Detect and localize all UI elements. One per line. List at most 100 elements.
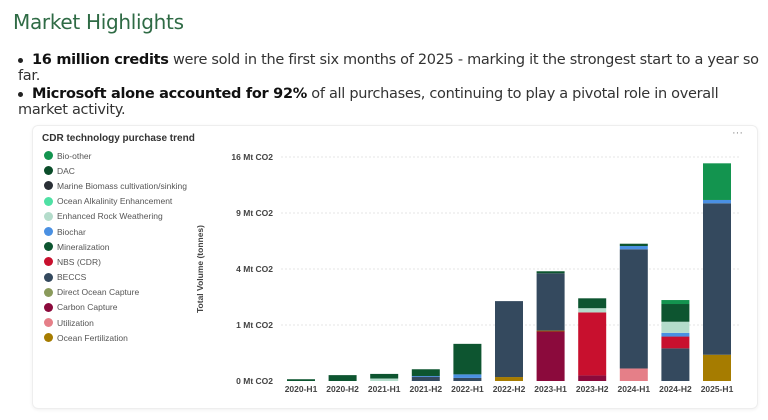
bar-segment-biochar xyxy=(619,246,648,250)
bar-segment-mineralization xyxy=(578,298,607,309)
bar-segment-mineralization xyxy=(536,271,565,274)
bar-segment-beccs xyxy=(619,249,648,369)
bar-segment-ocean-fertilization xyxy=(495,377,523,381)
legend-label: Ocean Fertilization xyxy=(57,332,128,343)
legend-label: DAC xyxy=(57,165,75,176)
legend-item[interactable]: Direct Ocean Capture xyxy=(44,285,187,300)
bar-segment-biochar xyxy=(661,332,690,337)
legend-item[interactable]: Bio-other xyxy=(44,148,187,163)
bullet-bold: 16 million credits xyxy=(32,52,169,68)
x-tick-label: 2021-H1 xyxy=(368,384,401,394)
bar-segment-enhanced-rock-weathering xyxy=(661,321,690,333)
bullet-text: of all purchases, continuing to play a p… xyxy=(18,86,719,118)
legend-label: Utilization xyxy=(57,317,94,328)
chart-title: CDR technology purchase trend xyxy=(42,133,195,144)
bar-segment-ocean-fertilization xyxy=(703,354,731,381)
legend-label: Ocean Alkalinity Enhancement xyxy=(57,196,173,207)
legend-item[interactable]: Mineralization xyxy=(44,239,187,254)
bar-segment-biochar xyxy=(453,374,482,378)
bullet-dot xyxy=(18,57,23,63)
bar-segment-mineralization xyxy=(370,373,399,379)
x-tick-label: 2023-H1 xyxy=(534,384,567,394)
legend-label: Biochar xyxy=(57,226,86,237)
legend-swatch xyxy=(44,211,53,221)
legend-swatch xyxy=(44,151,53,161)
bar-segment-nbs-cdr- xyxy=(661,336,690,349)
x-tick-label: 2023-H2 xyxy=(576,384,609,394)
bar-segment-mineralization xyxy=(453,343,482,375)
bar-segment-mineralization xyxy=(328,375,357,381)
more-horizontal-icon[interactable]: ··· xyxy=(732,127,743,139)
legend-item[interactable]: Marine Biomass cultivation/sinking xyxy=(44,178,187,193)
legend-swatch xyxy=(44,287,53,297)
bar-segment-biochar xyxy=(703,199,731,204)
bar-segment-mineralization xyxy=(661,304,690,322)
legend-item[interactable]: Ocean Fertilization xyxy=(44,330,187,345)
legend-item[interactable]: DAC xyxy=(44,163,187,178)
bullet-bold: Microsoft alone accounted for 92% xyxy=(32,86,307,102)
bar-segment-utilization xyxy=(619,368,648,381)
legend-label: Bio-other xyxy=(57,150,92,161)
bar-segment-bio-other xyxy=(703,163,731,200)
bullet-microsoft: Microsoft alone accounted for 92% of all… xyxy=(18,86,768,118)
y-tick-label: 1 Mt CO2 xyxy=(236,320,273,330)
legend-swatch xyxy=(44,302,53,312)
x-tick-label: 2025-H1 xyxy=(701,384,734,394)
y-tick-label: 9 Mt CO2 xyxy=(236,208,273,218)
bar-segment-beccs xyxy=(536,273,565,331)
bar-segment-mineralization xyxy=(411,369,440,376)
legend-label: Mineralization xyxy=(57,241,110,252)
legend-item[interactable]: NBS (CDR) xyxy=(44,254,187,269)
bar-segment-beccs xyxy=(703,203,731,355)
bar-segment-beccs xyxy=(453,377,482,381)
legend-swatch xyxy=(44,333,53,343)
y-axis-label: Total Volume (tonnes) xyxy=(195,225,205,313)
bar-segment-mineralization xyxy=(287,379,315,381)
legend-item[interactable]: Utilization xyxy=(44,315,187,330)
legend-label: NBS (CDR) xyxy=(57,256,101,267)
legend-label: BECCS xyxy=(57,272,87,283)
chart-card xyxy=(32,125,758,409)
bar-segment-beccs xyxy=(495,301,523,378)
bar-segment-beccs xyxy=(411,376,440,381)
legend-item[interactable]: Enhanced Rock Weathering xyxy=(44,209,187,224)
bar-segment-bio-other xyxy=(661,300,690,305)
bar-segment-beccs xyxy=(661,348,690,381)
y-tick-label: 16 Mt CO2 xyxy=(231,152,273,162)
legend-swatch xyxy=(44,181,53,191)
bar-segment-carbon-capture xyxy=(536,330,565,381)
x-tick-label: 2022-H1 xyxy=(451,384,484,394)
x-tick-label: 2020-H1 xyxy=(285,384,318,394)
legend-swatch xyxy=(44,196,53,206)
legend-swatch xyxy=(44,242,53,252)
legend-item[interactable]: Biochar xyxy=(44,224,187,239)
bullet-dot xyxy=(18,91,23,97)
legend-item[interactable]: BECCS xyxy=(44,270,187,285)
bullet-text: were sold in the first six months of 202… xyxy=(18,52,759,84)
bar-segment-ocean-fertilization xyxy=(536,330,565,332)
page-title: Market Highlights xyxy=(13,10,184,34)
chart-legend: Bio-other DAC Marine Biomass cultivation/s… xyxy=(44,148,187,345)
legend-label: Direct Ocean Capture xyxy=(57,287,140,298)
x-tick-label: 2024-H2 xyxy=(659,384,692,394)
bar-segment-mineralization xyxy=(619,243,648,247)
x-tick-label: 2020-H2 xyxy=(326,384,359,394)
x-tick-label: 2021-H2 xyxy=(409,384,442,394)
legend-item[interactable]: Ocean Alkalinity Enhancement xyxy=(44,194,187,209)
bar-segment-biochar xyxy=(411,375,440,377)
legend-item[interactable]: Carbon Capture xyxy=(44,300,187,315)
legend-swatch xyxy=(44,166,53,176)
legend-label: Marine Biomass cultivation/sinking xyxy=(57,180,187,191)
bullet-credits: 16 million credits were sold in the firs… xyxy=(18,52,768,84)
bar-segment-carbon-capture xyxy=(578,375,607,381)
bar-segment-enhanced-rock-weathering xyxy=(370,378,399,381)
legend-label: Enhanced Rock Weathering xyxy=(57,211,163,222)
y-tick-label: 0 Mt CO2 xyxy=(236,376,273,386)
legend-swatch xyxy=(44,257,53,267)
legend-swatch xyxy=(44,227,53,237)
bar-segment-nbs-cdr- xyxy=(578,312,607,376)
y-tick-label: 4 Mt CO2 xyxy=(236,264,273,274)
x-tick-label: 2022-H2 xyxy=(493,384,526,394)
bar-segment-enhanced-rock-weathering xyxy=(578,308,607,313)
